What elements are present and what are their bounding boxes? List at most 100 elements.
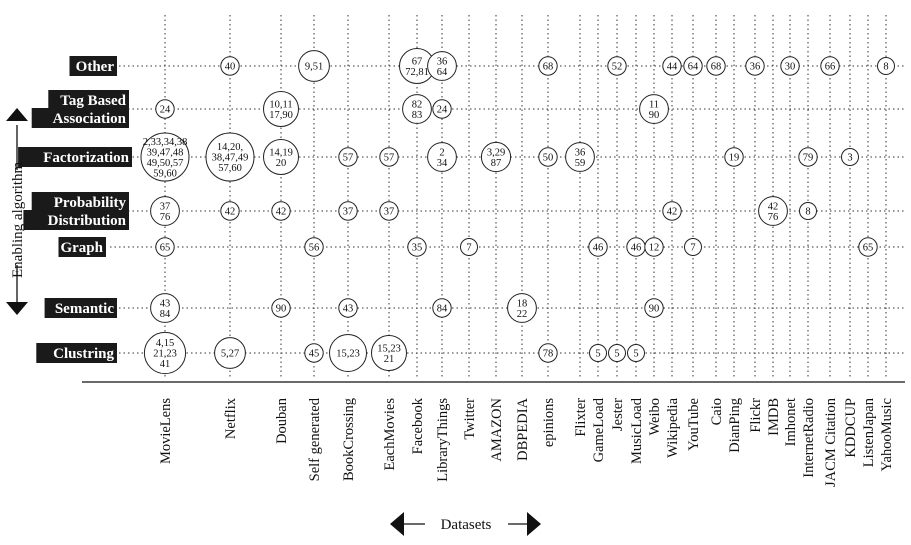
cell-value: 8 — [883, 62, 888, 73]
cell-value: 7 — [690, 243, 695, 254]
cell-value: 65 — [160, 243, 171, 254]
cell-factorization-epinions: 50 — [538, 147, 558, 167]
cell-graph-musicload: 46 — [626, 237, 646, 257]
col-label-weibo: Weibo — [647, 398, 663, 436]
row-label-other: Other — [69, 56, 117, 76]
cell-other-epinions: 68 — [538, 56, 558, 76]
cell-value: 90 — [276, 304, 287, 315]
cell-probability-distribution-eachmovies: 37 — [379, 201, 399, 221]
cell-semantic-librarythings: 84 — [432, 298, 452, 318]
cell-value: 64 — [437, 67, 448, 78]
cell-value: 50 — [543, 153, 554, 164]
col-label-wikipedia: Wikipedia — [665, 397, 681, 457]
cell-value: 34 — [437, 158, 448, 169]
cell-clustring-gameload: 5 — [589, 344, 607, 362]
cell-other-flickr: 36 — [745, 56, 765, 76]
row-label-text: Semantic — [55, 301, 115, 317]
cell-value: 9,51 — [305, 62, 323, 73]
y-axis-title: Enabling algorithm — [10, 161, 26, 278]
row-label-graph: Graph — [58, 237, 106, 257]
cell-probability-distribution-internetradio: 8 — [799, 202, 817, 220]
cell-graph-twitter: 7 — [460, 238, 478, 256]
cell-value: 24 — [160, 105, 171, 116]
row-label-semantic: Semantic — [44, 298, 117, 318]
cell-graph-self-generated: 56 — [304, 237, 324, 257]
cell-value: 68 — [543, 62, 554, 73]
cell-value: 15,23 — [377, 343, 401, 354]
cell-value: 19 — [729, 153, 740, 164]
col-label-musicload: MusicLoad — [629, 397, 645, 464]
cell-value: 2 — [439, 147, 444, 158]
cell-clustring-epinions: 78 — [538, 343, 558, 363]
row-label-probability-distribution: Probability Distribution — [23, 192, 130, 230]
cell-value: 21 — [384, 354, 395, 365]
col-label-gameload: GameLoad — [591, 397, 607, 462]
cell-value: 64 — [688, 62, 699, 73]
row-label-text: Tag Based — [60, 93, 126, 109]
col-label-jacm-citation: JACM Citation — [823, 397, 839, 487]
cell-value: 90 — [649, 110, 660, 121]
col-label-yahoomusic: YahooMusic — [879, 398, 895, 471]
cell-value: 41 — [160, 359, 171, 370]
col-label-librarythings: LibraryThings — [435, 398, 451, 482]
cell-semantic-bookcrossing: 43 — [338, 298, 358, 318]
cell-value: 15,23 — [336, 349, 360, 360]
cell-factorization-librarythings: 234 — [427, 142, 457, 172]
arrow-down-icon — [6, 302, 28, 315]
cell-factorization-dianping: 19 — [724, 147, 744, 167]
row-label-tag-based-association: Tag Based Association — [31, 90, 130, 128]
arrow-left-icon — [390, 512, 404, 536]
cell-value: 52 — [612, 62, 623, 73]
cell-value: 42 — [225, 207, 236, 218]
row-label-text: Graph — [60, 240, 103, 256]
arrow-up-icon — [6, 108, 28, 121]
cell-value: 43 — [343, 304, 354, 315]
cell-value: 40 — [225, 62, 236, 73]
cell-value: 46 — [631, 243, 642, 254]
cell-other-imhonet: 30 — [780, 56, 800, 76]
cell-value: 5 — [595, 349, 600, 360]
cell-factorization-eachmovies: 57 — [379, 147, 399, 167]
col-label-epinions: epinions — [541, 398, 557, 447]
cell-graph-facebook: 35 — [407, 237, 427, 257]
cell-clustring-self-generated: 45 — [304, 343, 324, 363]
cell-value: 90 — [649, 304, 660, 315]
cell-value: 3,29 — [487, 147, 505, 158]
arrow-right-icon — [527, 512, 541, 536]
cell-value: 57,60 — [218, 163, 242, 174]
cell-semantic-douban: 90 — [271, 298, 291, 318]
cell-factorization-internetradio: 79 — [798, 147, 818, 167]
cell-value: 2,33,34,38 — [143, 137, 188, 148]
row-label-text: Factorization — [43, 150, 129, 166]
cell-probability-distribution-douban: 42 — [271, 201, 291, 221]
cell-value: 42 — [667, 207, 678, 218]
cell-value: 43 — [160, 298, 171, 309]
col-label-dianping: DianPing — [727, 398, 743, 453]
col-label-movielens: MovieLens — [158, 398, 174, 464]
cell-clustring-bookcrossing: 15,23 — [329, 334, 367, 372]
cell-factorization-kddcup: 3 — [841, 148, 859, 166]
cell-value: 11 — [649, 99, 659, 110]
row-label-clustring: Clustring — [36, 343, 117, 363]
y-axis-arrows: Enabling algorithm — [6, 108, 28, 315]
cell-value: 56 — [309, 243, 320, 254]
cell-value: 68 — [711, 62, 722, 73]
cell-value: 36 — [575, 147, 586, 158]
cell-other-self-generated: 9,51 — [298, 50, 330, 82]
cell-value: 37 — [343, 207, 354, 218]
cell-value: 82 — [412, 99, 423, 110]
cell-value: 36 — [437, 56, 448, 67]
cell-value: 14,19 — [269, 147, 293, 158]
row-label-text: Probability — [54, 195, 127, 211]
cell-value: 3 — [847, 153, 852, 164]
row-label-text: Distribution — [48, 213, 127, 229]
